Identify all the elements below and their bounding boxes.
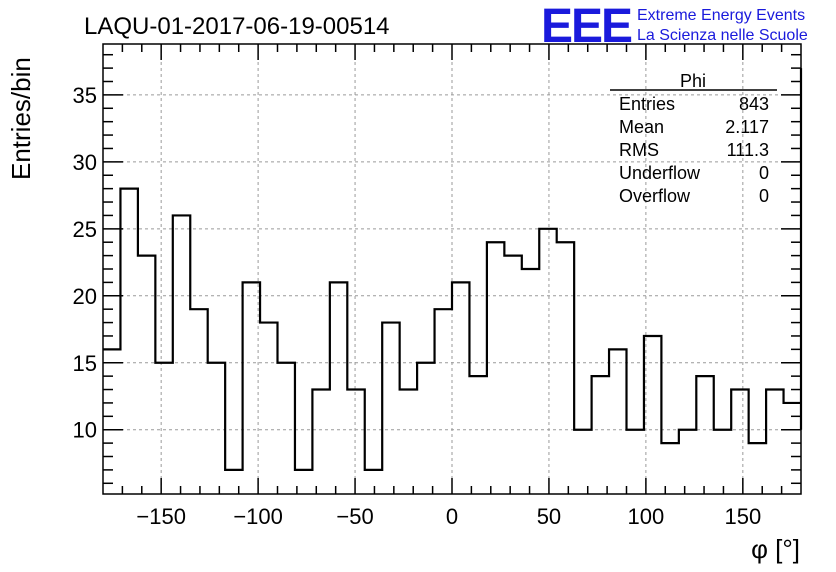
histogram-bin <box>592 376 609 494</box>
histogram-bin <box>312 390 329 494</box>
y-tick-label: 30 <box>73 150 97 175</box>
axes <box>102 43 802 495</box>
y-tick-label: 20 <box>73 284 97 309</box>
histogram-bin <box>522 269 539 494</box>
histogram-bin <box>330 282 347 494</box>
histogram-bin <box>347 390 364 494</box>
y-tick-label: 10 <box>73 418 97 443</box>
x-tick-label: 150 <box>724 504 761 529</box>
stats-label-underflow: Underflow <box>619 163 701 183</box>
histogram-bin <box>609 349 626 494</box>
histogram-bin <box>714 430 731 494</box>
histogram-bin <box>696 376 713 494</box>
histogram-bin <box>208 363 225 494</box>
histogram-bin <box>679 430 696 494</box>
histogram-bin <box>155 363 172 494</box>
x-tick-label: −150 <box>136 504 186 529</box>
histogram-bin <box>731 390 748 494</box>
histogram-bin <box>469 376 486 494</box>
stats-value-overflow: 0 <box>759 186 769 206</box>
stats-box: Phi Entries 843 Mean 2.117 RMS 111.3 Und… <box>610 71 777 206</box>
histogram-bin <box>138 256 155 494</box>
eee-logo: EEE <box>541 0 632 53</box>
org-name-line2: La Scienza nelle Scuole <box>637 27 808 44</box>
histogram-outline <box>103 68 803 471</box>
chart-title: LAQU-01-2017-06-19-00514 <box>84 13 390 40</box>
y-tick-label: 35 <box>73 83 97 108</box>
x-tick-label: −100 <box>233 504 283 529</box>
histogram-bin <box>644 336 661 494</box>
histogram-bin <box>190 309 207 494</box>
stats-title: Phi <box>680 71 706 91</box>
histogram-bin <box>574 430 591 494</box>
histogram-bin <box>504 256 521 494</box>
stats-label-overflow: Overflow <box>619 186 691 206</box>
histogram-bin <box>120 189 137 494</box>
y-axis-label: Entries/bin <box>6 57 36 180</box>
histogram-bin <box>382 323 399 494</box>
histogram-bin <box>539 229 556 494</box>
histogram-bin <box>435 309 452 494</box>
histogram-bin <box>452 282 469 494</box>
histogram-bin <box>225 470 242 494</box>
histogram-bin <box>103 349 120 494</box>
org-name-line1: Extreme Energy Events <box>637 7 805 24</box>
y-tick-label: 15 <box>73 351 97 376</box>
stats-label-mean: Mean <box>619 117 664 137</box>
stats-label-entries: Entries <box>619 94 675 114</box>
x-tick-label: 0 <box>446 504 458 529</box>
histogram-bin <box>400 390 417 494</box>
histogram-bin <box>749 443 766 494</box>
tick-labels: −150 −100 −50 0 50 100 150 10 15 20 25 30 35 <box>73 83 762 529</box>
histogram-bin <box>766 390 783 494</box>
stats-label-rms: RMS <box>619 140 659 160</box>
stats-value-rms: 111.3 <box>727 140 769 160</box>
histogram-bin <box>243 282 260 494</box>
stats-value-underflow: 0 <box>759 163 769 183</box>
histogram-bin <box>487 242 504 494</box>
histogram-bin <box>557 242 574 494</box>
histogram-bin <box>173 215 190 494</box>
histogram-bin <box>278 363 295 494</box>
x-axis-label: φ [°] <box>751 534 800 564</box>
x-tick-label: 50 <box>537 504 561 529</box>
histogram-bin <box>627 430 644 494</box>
stats-value-mean: 2.117 <box>725 117 769 137</box>
histogram-series <box>103 68 803 494</box>
histogram-bin <box>417 363 434 494</box>
stats-value-entries: 843 <box>739 94 769 114</box>
x-tick-label: −50 <box>336 504 373 529</box>
histogram-bin <box>661 443 678 494</box>
y-tick-label: 25 <box>73 217 97 242</box>
histogram-bin <box>365 470 382 494</box>
x-tick-label: 100 <box>628 504 665 529</box>
histogram-bin <box>260 323 277 494</box>
